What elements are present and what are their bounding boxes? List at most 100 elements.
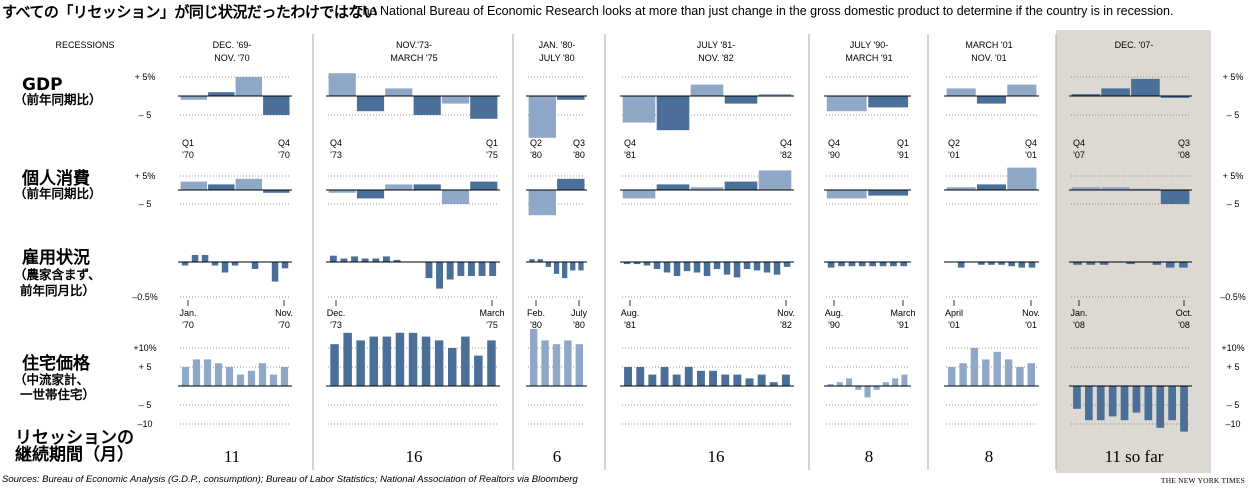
left-tick-label: + 5% <box>135 171 156 181</box>
employment-bar <box>271 262 279 282</box>
employment-bar <box>1008 262 1015 267</box>
employment-bar <box>1018 262 1026 268</box>
gdp-bar <box>826 96 867 112</box>
employment-period-label: '82 <box>780 320 792 330</box>
employment-bar <box>713 262 721 269</box>
housing-bar <box>1144 386 1153 421</box>
consumption-bar <box>1101 187 1130 190</box>
gdp-bar <box>622 96 656 123</box>
employment-period-label: '80 <box>573 320 585 330</box>
employment-bar <box>231 262 239 266</box>
housing-bar <box>660 367 669 386</box>
gdp-bar <box>441 96 470 104</box>
housing-bar <box>855 386 862 390</box>
row-label-employment: 雇用状況 <box>22 247 90 268</box>
employment-bar <box>879 262 887 267</box>
employment-period-label: July <box>571 308 588 318</box>
row-sublabel-housing: （中流家計、 <box>14 372 89 387</box>
housing-bar <box>530 329 538 386</box>
consumption-bar <box>385 184 413 190</box>
employment-bar <box>351 256 358 262</box>
gdp-bar <box>328 73 356 96</box>
employment-period-label: '90 <box>828 320 840 330</box>
consumption-bar <box>1071 187 1101 190</box>
housing-bar <box>575 344 583 386</box>
employment-bar <box>643 262 651 266</box>
employment-period-label: '08 <box>1178 320 1190 330</box>
housing-bar <box>948 367 956 386</box>
housing-bar <box>214 363 223 386</box>
employment-bar <box>281 262 289 269</box>
housing-bar <box>873 386 880 390</box>
employment-bar <box>890 262 897 267</box>
left-tick-label: +10% <box>133 343 156 353</box>
row-sublabel-housing: 一世帯住宅） <box>20 387 95 402</box>
right-tick-label: – 5 <box>1227 199 1240 209</box>
employment-bar <box>340 258 348 262</box>
gdp-period-label: '70 <box>182 150 194 160</box>
employment-period-label: '91 <box>897 320 909 330</box>
employment-period-label: Nov. <box>1022 308 1040 318</box>
gdp-bar <box>208 92 235 96</box>
employment-bar <box>211 262 219 266</box>
housing-bar <box>192 359 201 386</box>
housing-bar <box>1180 386 1188 432</box>
employment-bar <box>383 256 390 262</box>
recession-duration: 16 <box>406 447 423 466</box>
gdp-period-label: '01 <box>1025 150 1037 160</box>
right-tick-label: + 5% <box>1223 171 1244 181</box>
gdp-period-label: '81 <box>624 150 636 160</box>
consumption-bar <box>724 181 758 190</box>
employment-period-label: '75 <box>486 320 498 330</box>
employment-bar <box>988 262 995 265</box>
gdp-period-label: Q1 <box>897 138 909 148</box>
consumption-bar <box>1007 167 1037 190</box>
gdp-period-label: Q4 <box>1025 138 1037 148</box>
consumption-bar <box>557 178 585 190</box>
housing-bar <box>1085 386 1093 421</box>
employment-bar <box>653 262 661 269</box>
employment-bar <box>1179 262 1188 268</box>
right-tick-label: + 5% <box>1223 72 1244 82</box>
employment-bar <box>978 262 985 265</box>
recession-header-line1: JAN. '80- <box>539 40 576 50</box>
employment-period-label: Feb. <box>527 308 545 318</box>
employment-bar <box>529 259 535 262</box>
right-tick-label: – 5 <box>1227 400 1240 410</box>
recession-header-line1: DEC. '07- <box>1115 40 1154 50</box>
housing-bar <box>970 348 979 386</box>
housing-bar <box>474 355 483 386</box>
employment-bar <box>633 262 641 265</box>
housing-bar <box>236 374 245 386</box>
gdp-period-label: '91 <box>897 150 909 160</box>
employment-period-label: '01 <box>1025 320 1037 330</box>
housing-bar <box>836 382 843 386</box>
housing-bar <box>959 363 967 386</box>
gdp-bar <box>656 96 690 131</box>
employment-period-label: Dec. <box>327 308 346 318</box>
housing-bar <box>258 363 267 386</box>
employment-period-label: March <box>890 308 915 318</box>
recessions-header: RECESSIONS <box>55 40 114 50</box>
consumption-bar <box>528 190 556 216</box>
housing-bar <box>1168 386 1176 421</box>
recession-header-line2: MARCH '91 <box>845 53 892 63</box>
recession-duration: 8 <box>985 447 994 466</box>
recession-header-line1: DEC. '69- <box>213 40 252 50</box>
consumption-bar <box>976 184 1006 190</box>
housing-bar <box>434 340 444 386</box>
consumption-bar <box>470 181 498 190</box>
employment-bar <box>393 259 401 262</box>
gdp-period-label: '08 <box>1178 150 1190 160</box>
employment-bar <box>1099 262 1109 265</box>
consumption-bar <box>946 187 976 190</box>
recession-header-line2: NOV. '70 <box>214 53 249 63</box>
consumption-bar <box>208 184 235 190</box>
employment-bar <box>663 262 671 273</box>
employment-period-label: '73 <box>330 320 342 330</box>
employment-period-label: Oct. <box>1176 308 1193 318</box>
housing-bar <box>280 367 289 386</box>
housing-bar <box>225 367 234 386</box>
consumption-bar <box>826 190 867 199</box>
housing-bar <box>552 344 561 386</box>
